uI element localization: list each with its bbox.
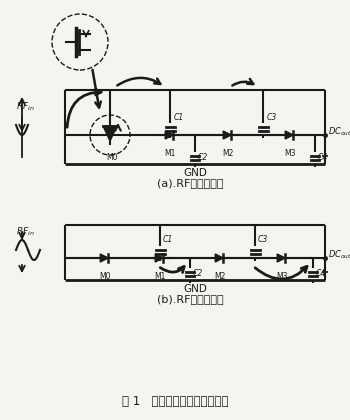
Text: M2: M2 [214,272,226,281]
Polygon shape [103,126,117,141]
Text: C3: C3 [258,236,268,244]
Polygon shape [100,254,108,262]
Polygon shape [165,131,173,139]
Text: C3: C3 [267,113,277,121]
Polygon shape [285,131,293,139]
Text: M3: M3 [284,149,296,158]
Text: 图 1   倍压结构的电源恢复电路: 图 1 倍压结构的电源恢复电路 [122,395,228,408]
Text: C4: C4 [316,270,326,278]
Text: M0: M0 [99,272,111,281]
Text: (b).RF信号正半周: (b).RF信号正半周 [157,294,223,304]
Text: C1: C1 [163,236,173,244]
Circle shape [52,14,108,70]
Text: M1: M1 [154,272,166,281]
Text: M1: M1 [164,149,176,158]
Text: $DC_{out}$: $DC_{out}$ [328,126,350,138]
Text: $RF_{in}$: $RF_{in}$ [16,226,34,238]
Text: GND: GND [183,168,207,178]
Text: C1: C1 [174,113,184,121]
Text: M3: M3 [276,272,288,281]
Text: M2: M2 [222,149,234,158]
Polygon shape [215,254,223,262]
Text: $DC_{out}$: $DC_{out}$ [328,249,350,261]
Polygon shape [223,131,231,139]
Text: C2: C2 [193,270,203,278]
Text: M0: M0 [106,153,118,162]
Text: C2: C2 [198,153,208,163]
Polygon shape [277,254,285,262]
Text: $RF_{in}$: $RF_{in}$ [16,101,34,113]
Polygon shape [155,254,163,262]
Text: GND: GND [183,284,207,294]
Text: C4: C4 [318,153,328,163]
Text: (a).RF信号负半周: (a).RF信号负半周 [157,178,223,188]
